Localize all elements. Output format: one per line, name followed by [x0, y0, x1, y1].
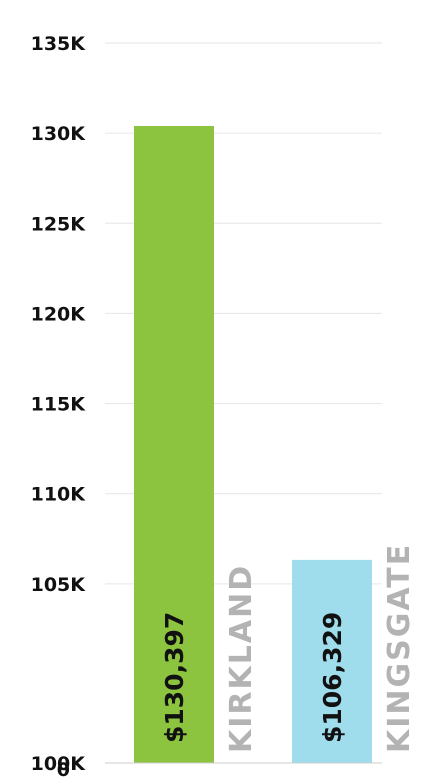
y-tick-label: 100K — [31, 753, 87, 775]
category-label: KINGSGATE — [382, 543, 417, 753]
bar-kirkland — [134, 125, 214, 763]
bar-value-label: $130,397 — [160, 612, 189, 743]
bar-value-label: $106,329 — [318, 612, 347, 743]
bar-labels: $130,397 KIRKLAND $106,329 KINGSGATE — [160, 543, 417, 753]
y-tick-label: 0 — [57, 759, 70, 780]
category-label: KIRKLAND — [224, 564, 259, 753]
bar-kingsgate — [292, 559, 372, 763]
y-tick-label: 110K — [31, 484, 87, 506]
y-tick-label: 135K — [31, 33, 87, 55]
y-tick-label: 120K — [31, 303, 87, 325]
bars — [134, 125, 372, 763]
y-tick-label: 115K — [31, 394, 87, 416]
y-tick-label: 105K — [31, 574, 87, 596]
y-tick-label: 130K — [31, 123, 87, 145]
y-tick-label: 125K — [31, 213, 87, 235]
